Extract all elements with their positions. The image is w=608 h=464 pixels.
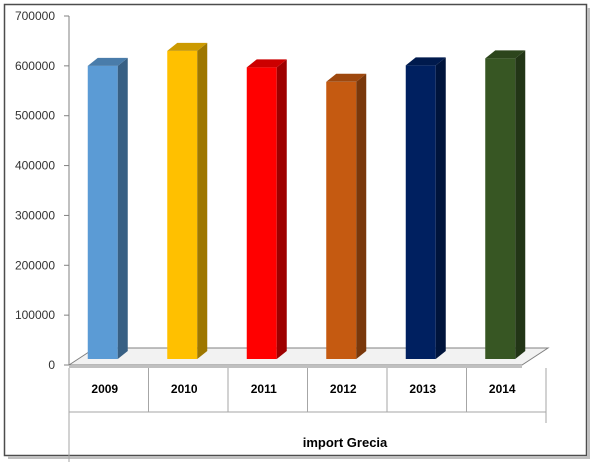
bar-2009	[87, 57, 128, 359]
bar-top	[485, 50, 526, 59]
bar-top	[87, 57, 128, 66]
bar-side	[276, 59, 287, 360]
y-tick-label: 400000	[15, 159, 55, 173]
bar-top	[246, 59, 287, 68]
x-tick-label: 2013	[409, 382, 436, 396]
bar-side	[515, 50, 526, 359]
x-tick-label: 2011	[251, 382, 277, 396]
bar-front	[485, 58, 516, 359]
y-tick-label: 600000	[15, 59, 55, 73]
bar-front	[167, 50, 198, 360]
bar-front	[326, 81, 357, 359]
y-tick-label: 300000	[15, 208, 55, 222]
bars-group	[87, 42, 526, 360]
bar-front	[87, 65, 118, 359]
bar-top	[326, 73, 367, 82]
category-table: 2009 2010 2011 2012 2013 2014	[68, 368, 547, 462]
x-tick-label: 2014	[489, 382, 516, 396]
chart-frame-shadow-bottom	[8, 456, 590, 459]
bar-front	[405, 65, 436, 359]
bar-2010	[167, 42, 208, 360]
chart-frame-shadow	[587, 8, 590, 458]
bar-side	[117, 57, 128, 359]
x-tick-label: 2009	[91, 382, 118, 396]
bar-side	[356, 73, 367, 359]
bar-side	[435, 57, 446, 359]
floor-plane	[67, 347, 550, 366]
bar-2013	[405, 57, 446, 359]
x-axis-title: import Grecia	[303, 435, 388, 450]
y-tick-label: 0	[48, 358, 55, 372]
bar-top	[167, 42, 208, 51]
bar-top	[405, 57, 446, 66]
bar-side	[197, 42, 208, 360]
bar-2014	[485, 50, 526, 359]
bar-2012	[326, 73, 367, 359]
y-tick-label: 500000	[15, 109, 55, 123]
y-tick-label: 100000	[15, 308, 55, 322]
chart-floor	[67, 347, 550, 368]
bar-front	[246, 67, 277, 360]
y-tick-label: 200000	[15, 258, 55, 272]
bar-2011	[246, 59, 287, 360]
x-tick-label: 2010	[171, 382, 198, 396]
x-tick-label: 2012	[330, 382, 357, 396]
y-tick-label: 700000	[15, 9, 55, 23]
y-axis: 0 100000 200000 300000 400000 500000 600000 700…	[15, 9, 70, 372]
